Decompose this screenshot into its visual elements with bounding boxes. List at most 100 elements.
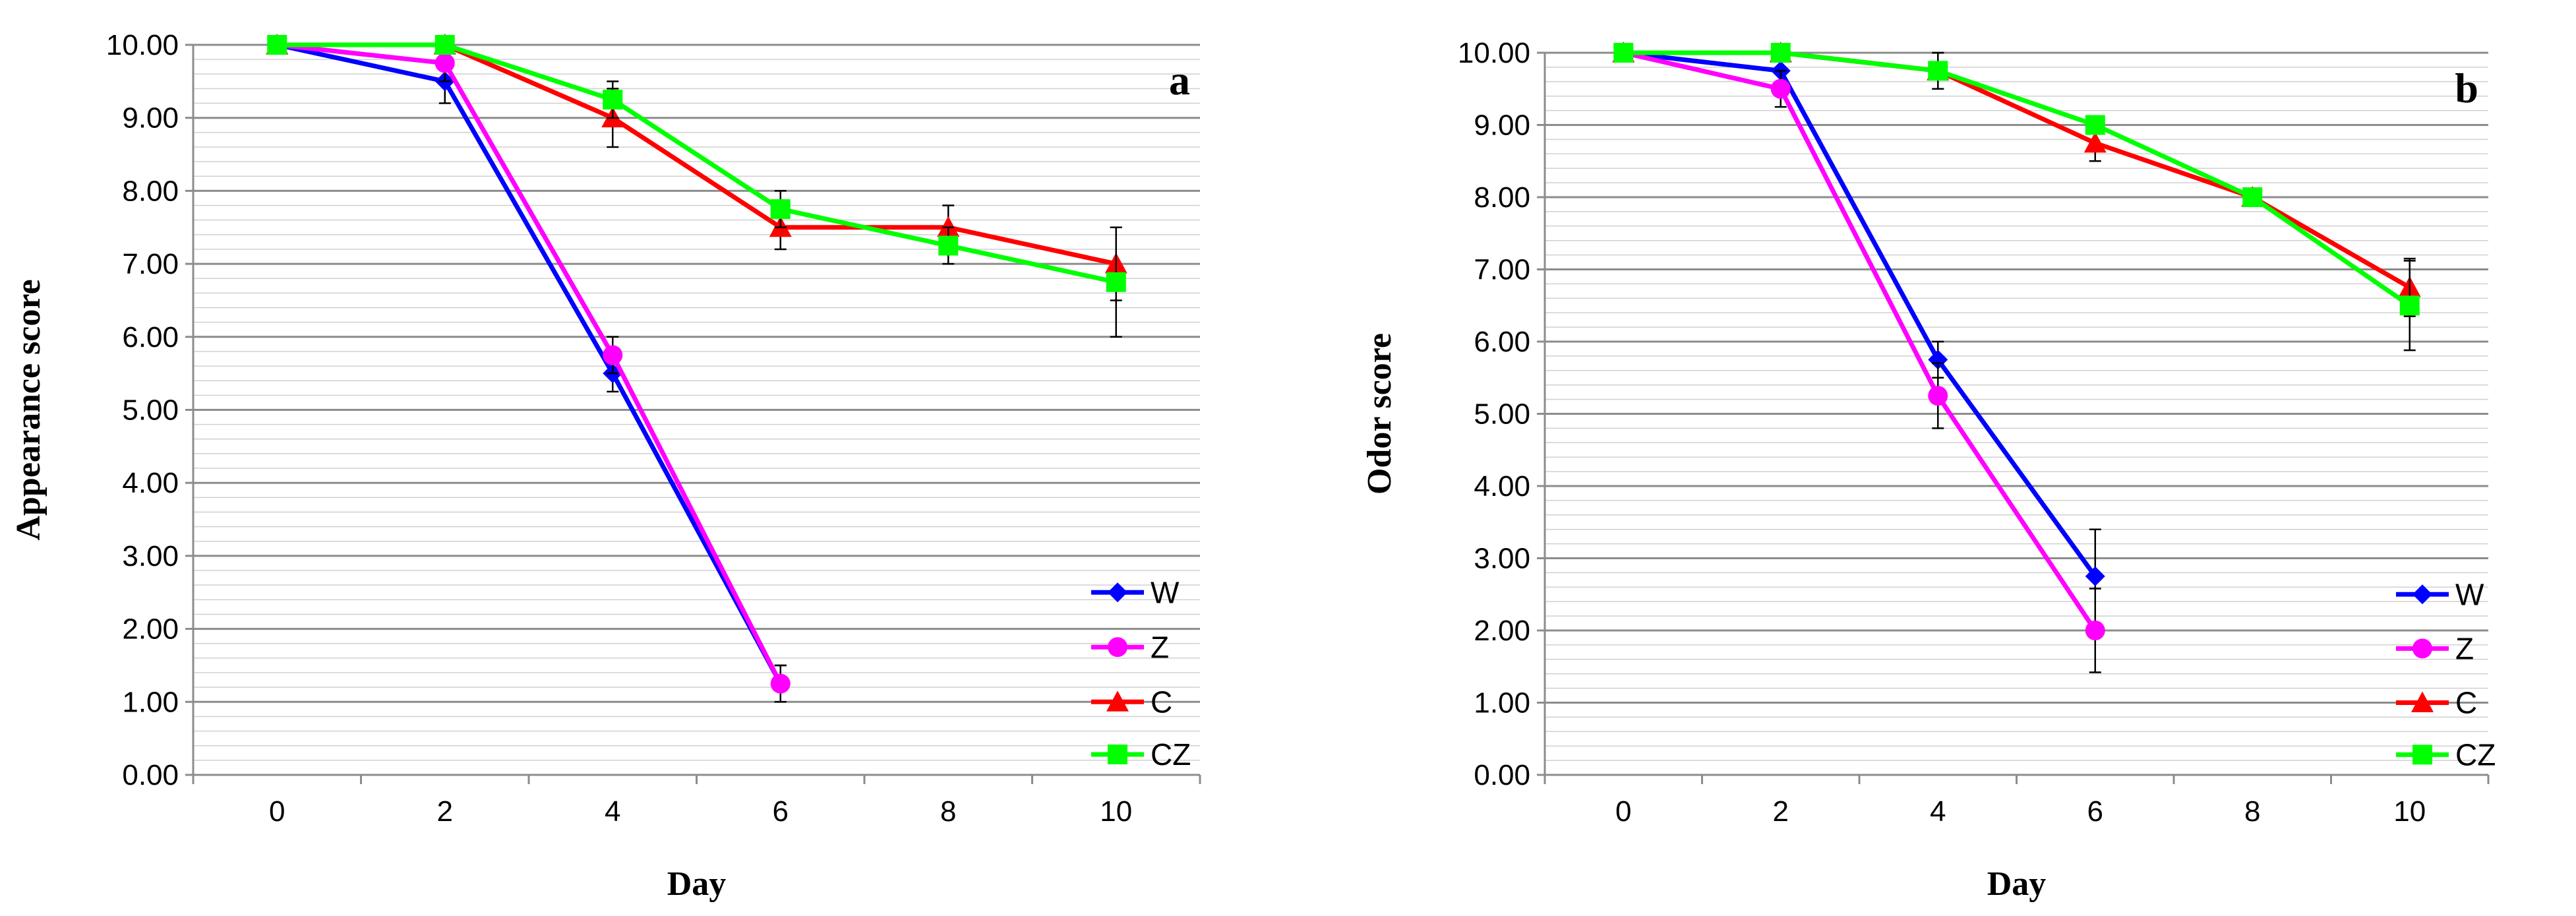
y-axis-title: Appearance score — [10, 279, 47, 540]
y-tick-label: 1.00 — [122, 686, 179, 718]
legend-label-z: Z — [1151, 630, 1169, 664]
legend: WZC CZ — [2396, 577, 2496, 772]
y-tick-label: 5.00 — [1474, 398, 1530, 431]
x-axis-title: Day — [667, 865, 727, 903]
x-tick-label: 10 — [2393, 795, 2426, 828]
y-tick-label: 7.00 — [122, 248, 179, 280]
y-tick-labels: 0.00 1.00 2.00 3.00 4.00 5.00 6.00 7.00 8.00 9.00… — [106, 29, 179, 791]
y-tick-label: 9.00 — [122, 102, 179, 135]
y-tick-label: 6.00 — [122, 321, 179, 353]
data-point-cz — [1928, 61, 1948, 81]
y-tick-label: 5.00 — [122, 394, 179, 427]
y-tick-label: 7.00 — [1474, 254, 1530, 286]
y-tick-label: 8.00 — [1474, 181, 1530, 214]
y-tick-labels: 0.00 1.00 2.00 3.00 4.00 5.00 6.00 7.00 8.00 9.00… — [1458, 37, 1530, 791]
axes — [1537, 51, 2490, 784]
series-line-z — [1623, 50, 2097, 632]
legend-label-c: C — [2455, 686, 2477, 720]
legend-marker-c — [1106, 690, 1129, 712]
legend-marker-z — [2412, 638, 2432, 659]
x-tick-label: 0 — [269, 795, 285, 828]
legend-marker-w — [2412, 584, 2432, 605]
legend-marker-z — [1108, 637, 1127, 657]
data-point-w — [2085, 566, 2105, 586]
legend-label-cz: CZ — [2455, 737, 2496, 772]
y-tick-label: 10.00 — [106, 29, 179, 61]
data-point-z — [1770, 78, 1791, 99]
data-point-cz — [434, 35, 455, 55]
y-tick-label: 9.00 — [1474, 109, 1530, 142]
gridlines — [1545, 51, 2488, 761]
panel-label: a — [1169, 57, 1190, 104]
series-z — [1613, 43, 2105, 673]
legend-marker-w — [1108, 582, 1127, 603]
data-point-cz — [1613, 43, 1634, 63]
y-tick-label: 8.00 — [122, 175, 179, 207]
x-tick-label: 8 — [2244, 795, 2260, 828]
x-tick-label: 8 — [940, 795, 956, 828]
data-point-cz — [1106, 272, 1126, 292]
x-axis-title: Day — [1987, 865, 2047, 903]
legend-label-c: C — [1151, 685, 1172, 719]
legend-marker-cz — [1108, 745, 1127, 765]
legend-label-w: W — [1151, 575, 1180, 609]
series-line-cz — [1623, 50, 2411, 308]
x-tick-label: 4 — [605, 795, 620, 828]
x-tick-labels: 0 2 4 6 8 10 — [1615, 795, 2426, 828]
y-tick-label: 3.00 — [122, 540, 179, 572]
x-tick-label: 2 — [1773, 795, 1789, 828]
data-point-z — [434, 53, 455, 73]
y-tick-label: 1.00 — [1474, 687, 1530, 719]
chart-panel-a: 0.00 1.00 2.00 3.00 4.00 5.00 6.00 7.00 8.00 9.00… — [10, 29, 1201, 903]
legend-label-w: W — [2455, 577, 2484, 611]
data-point-z — [770, 673, 791, 694]
series-cz — [1613, 43, 2420, 351]
axes — [185, 44, 1201, 784]
legend: WZC CZ — [1091, 575, 1191, 772]
x-tick-label: 4 — [1930, 795, 1946, 828]
y-axis-title: Odor score — [1361, 333, 1398, 495]
y-tick-label: 0.00 — [122, 759, 179, 791]
data-point-c — [937, 216, 960, 237]
y-tick-label: 6.00 — [1474, 326, 1530, 358]
y-tick-label: 10.00 — [1458, 37, 1530, 69]
y-tick-label: 0.00 — [1474, 759, 1530, 791]
data-point-z — [1928, 386, 1948, 406]
series-line-cz — [277, 42, 1117, 285]
data-point-z — [2085, 621, 2105, 640]
x-tick-label: 10 — [1100, 795, 1132, 828]
series-line-c — [1623, 50, 2411, 290]
data-point-cz — [2242, 187, 2263, 207]
panel-label: b — [2455, 65, 2478, 111]
y-tick-label: 4.00 — [1474, 470, 1530, 503]
y-tick-label: 3.00 — [1474, 543, 1530, 575]
x-tick-label: 0 — [1615, 795, 1631, 828]
y-tick-label: 2.00 — [1474, 615, 1530, 647]
x-tick-label: 6 — [773, 795, 789, 828]
data-point-cz — [267, 35, 287, 55]
legend-label-z: Z — [2455, 631, 2474, 665]
data-point-cz — [938, 235, 959, 256]
x-tick-label: 6 — [2087, 795, 2103, 828]
data-point-cz — [2085, 115, 2105, 135]
data-point-cz — [1770, 43, 1791, 63]
legend-marker-c — [2411, 691, 2434, 712]
data-point-z — [603, 345, 623, 365]
data-point-cz — [2399, 295, 2420, 316]
series-c — [1612, 42, 2421, 317]
data-point-w — [1928, 350, 1948, 370]
chart-panel-b: 0.00 1.00 2.00 3.00 4.00 5.00 6.00 7.00 8.00 9.00… — [1361, 37, 2496, 903]
legend-label-cz: CZ — [1151, 737, 1191, 772]
y-tick-label: 2.00 — [122, 613, 179, 646]
series-line-w — [1623, 50, 2097, 578]
series-z — [267, 35, 791, 703]
legend-marker-cz — [2412, 745, 2432, 765]
data-point-c — [2083, 131, 2107, 153]
series-cz — [267, 35, 1126, 338]
series-w — [267, 35, 791, 703]
data-point-cz — [770, 199, 791, 220]
series-line-w — [276, 42, 783, 685]
x-tick-labels: 0 2 4 6 8 10 — [269, 795, 1132, 828]
y-tick-label: 4.00 — [122, 467, 179, 499]
